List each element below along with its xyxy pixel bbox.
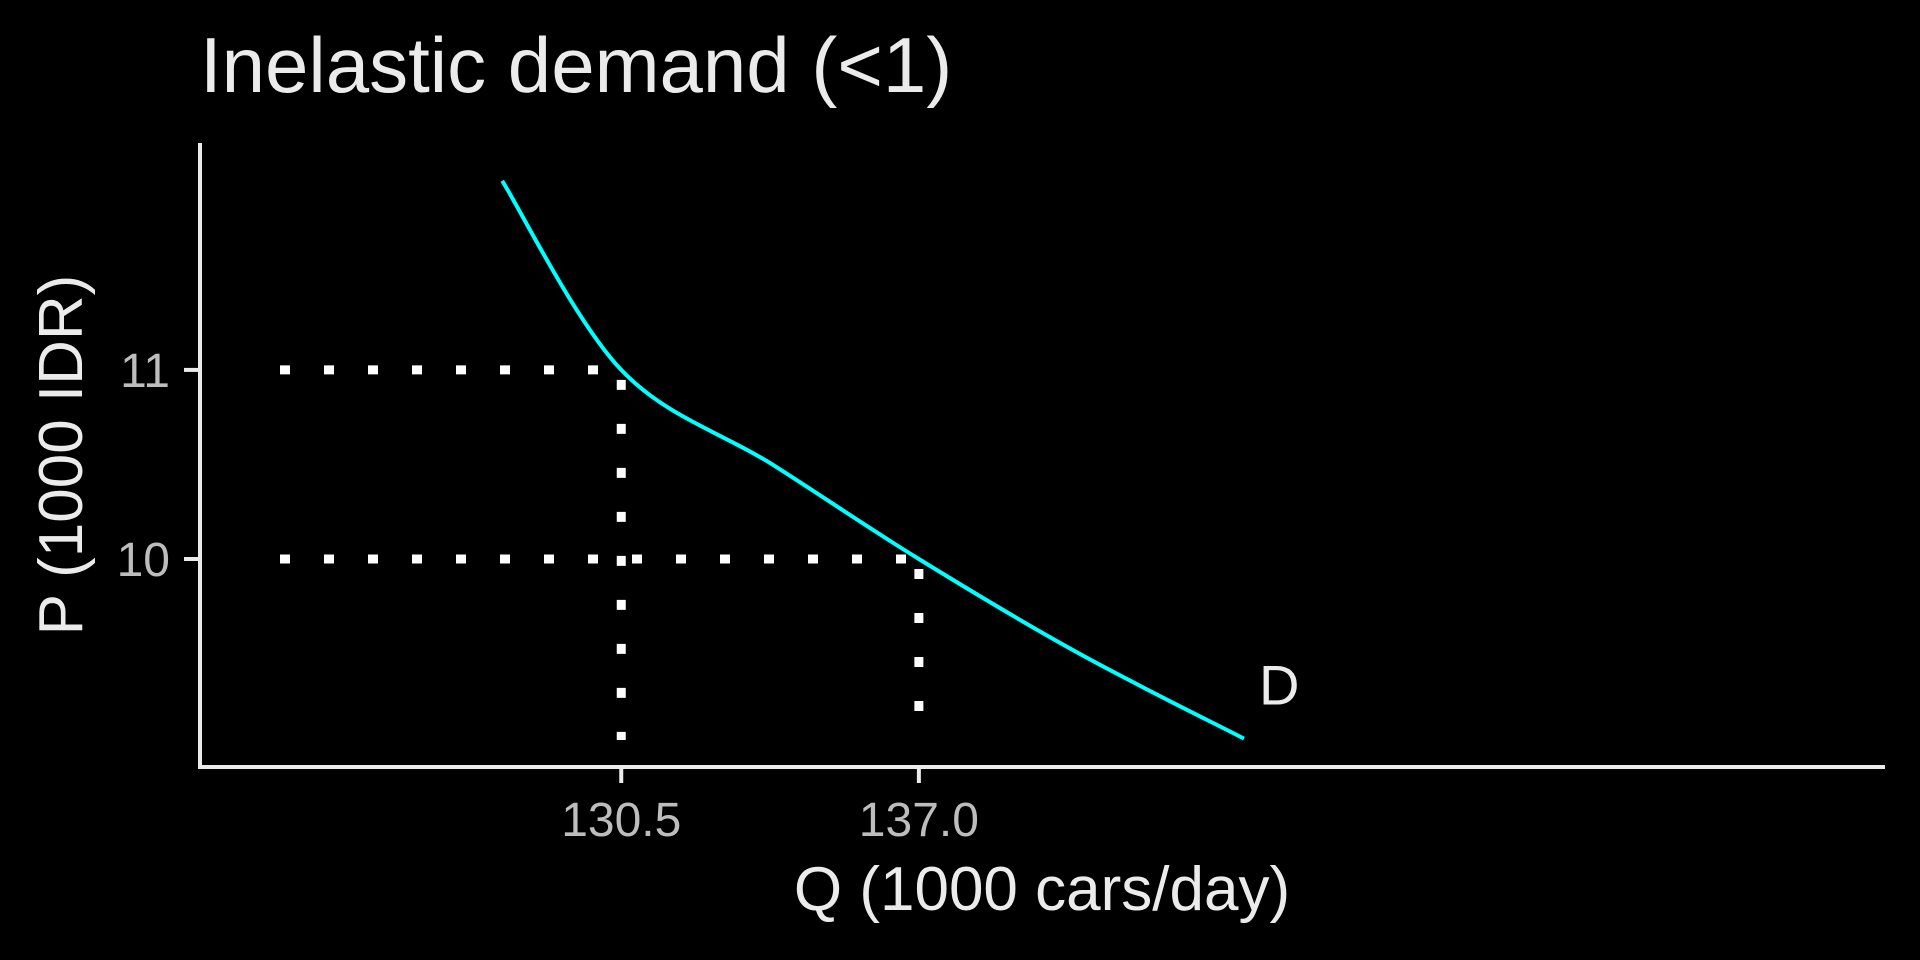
reference-lines (280, 365, 924, 740)
series-layer: D (500, 179, 1299, 741)
x-tick-label: 130.5 (561, 794, 681, 847)
x-tick-label: 137.0 (859, 794, 979, 847)
series-line-D (500, 179, 1245, 741)
y-tick-label: 10 (117, 534, 170, 587)
y-ticks: 10 11 (117, 345, 200, 587)
x-ticks: 130.5 137.0 (561, 767, 979, 847)
x-axis-title: Q (1000 cars/day) (794, 855, 1290, 924)
series-label-D: D (1259, 654, 1299, 717)
y-axis-title: P (1000 IDR) (27, 275, 96, 636)
chart-title: Inelastic demand (<1) (200, 21, 952, 109)
y-tick-label: 11 (120, 345, 170, 398)
